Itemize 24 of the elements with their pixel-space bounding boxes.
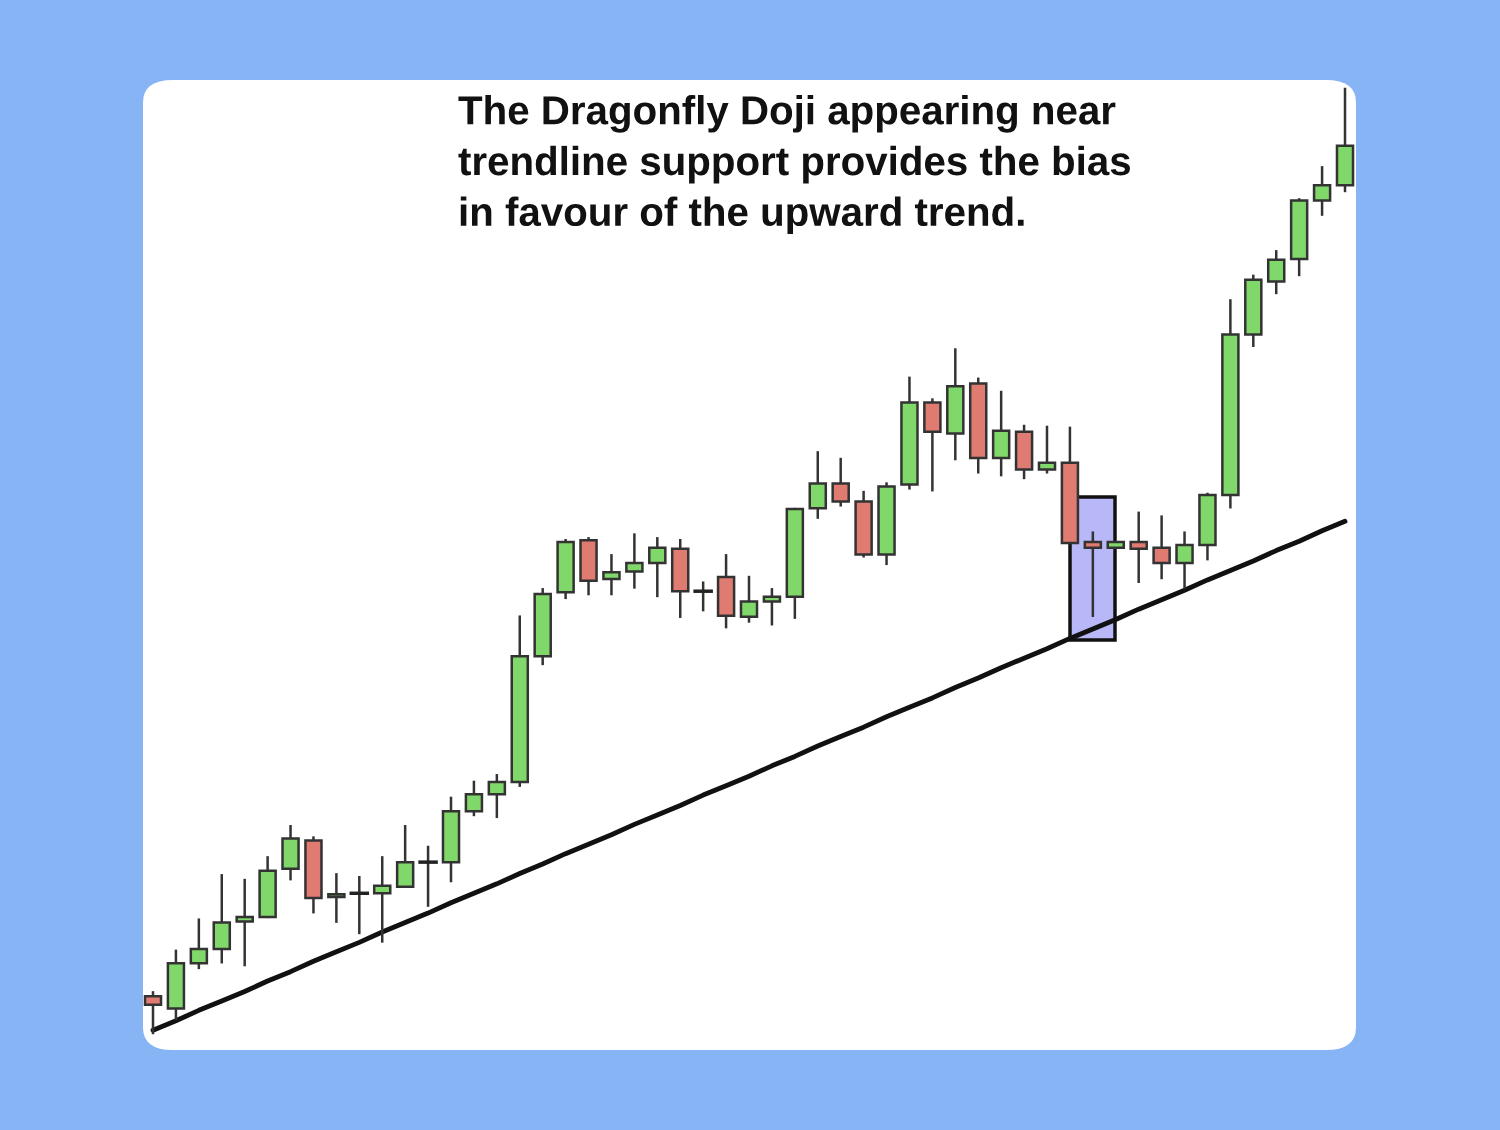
candlestick xyxy=(739,575,759,623)
candlestick xyxy=(1266,250,1286,295)
candlestick xyxy=(648,537,667,598)
candlestick xyxy=(762,588,782,626)
candlestick xyxy=(1152,515,1171,580)
candlestick xyxy=(1312,166,1332,216)
candlestick xyxy=(143,991,163,1035)
candlestick xyxy=(372,856,392,943)
candlestick xyxy=(693,581,713,612)
text: The Dragonfly Doji appearing near trendline support provides the bias in favour of the upward trend. xyxy=(458,95,1130,235)
candlestick xyxy=(487,774,507,819)
candlestick xyxy=(1083,531,1103,617)
candlestick xyxy=(831,457,850,507)
candlestick xyxy=(1129,511,1148,584)
candlestick xyxy=(418,845,438,907)
candlestick xyxy=(235,878,254,967)
candlestick xyxy=(349,875,370,935)
candlestick xyxy=(189,918,209,970)
candlestick xyxy=(602,554,621,596)
candlestick xyxy=(1175,531,1194,589)
candlestick xyxy=(327,873,346,923)
candlestick xyxy=(625,533,644,589)
candlestick xyxy=(1037,425,1057,474)
candlestick xyxy=(464,780,484,817)
